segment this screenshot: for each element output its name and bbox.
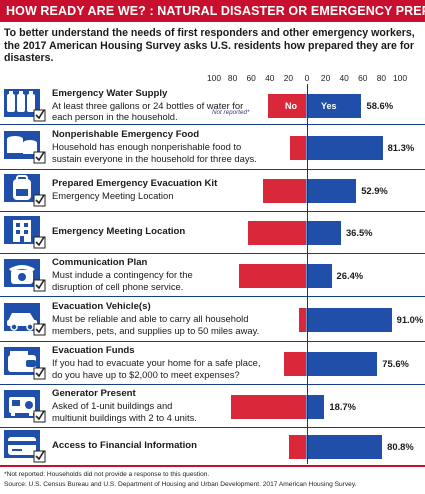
bottom-divider	[0, 465, 425, 467]
bar-value-label: 36.5%	[345, 227, 373, 238]
bar-value-label: 81.3%	[387, 141, 415, 153]
bar-value-label: 18.7%	[329, 400, 356, 412]
chart-title-banner: HOW READY ARE WE? : NATURAL DISASTER OR …	[0, 0, 425, 22]
category-title: Prepared Emergency Evacuation Kit	[52, 178, 218, 190]
bar-not-reported	[305, 434, 307, 459]
bar-value-label: 91.0%	[396, 313, 424, 325]
axis-tick-label: 20	[320, 73, 331, 83]
axis-tick-label: 60	[246, 73, 256, 83]
bar-not-reported	[305, 179, 307, 203]
category-title: Evacuation Funds	[52, 345, 135, 357]
axis-tick-label: 40	[339, 73, 349, 83]
car-icon	[4, 302, 46, 337]
bar-no	[289, 434, 306, 459]
category-description: Asked of 1-unit buildings and	[52, 400, 173, 412]
row-divider	[0, 427, 425, 428]
row-divider	[0, 384, 425, 385]
axis-tick-label: 100	[393, 73, 407, 83]
category-description: At least three gallons or 24 bottles of …	[52, 99, 244, 111]
footnote: *Not reported: Households did not provid…	[4, 471, 210, 478]
category-title: Nonperishable Emergency Food	[52, 129, 200, 141]
row-divider	[0, 124, 425, 125]
row-divider	[0, 253, 425, 254]
axis-tick-label: 80	[376, 73, 387, 83]
category-description: each person in the household.	[52, 111, 178, 122]
source-note: Source: U.S. Census Bureau and U.S. Depa…	[4, 481, 357, 488]
category-description: disruption of cell phone service.	[52, 280, 184, 292]
bar-yes	[307, 94, 362, 118]
category-description: Must be reliable and able to carry all h…	[52, 313, 249, 325]
category-title: Generator Present	[52, 388, 136, 400]
bar-not-reported	[305, 94, 307, 118]
canned-food-icon	[4, 130, 46, 165]
wallet-icon	[4, 346, 46, 381]
no-legend-label: No	[285, 101, 297, 111]
bar-no	[289, 135, 306, 160]
water-bottles-icon	[4, 89, 46, 123]
bar-yes	[307, 221, 341, 245]
generator-icon	[4, 389, 46, 424]
axis-tick-label: 0	[304, 73, 310, 83]
category-title: Access to Financial Information	[52, 439, 198, 451]
axis-tick-label: 60	[358, 73, 368, 83]
bar-no	[231, 394, 307, 419]
bar-not-reported	[305, 221, 307, 245]
bar-yes	[307, 351, 378, 376]
bar-no	[284, 351, 306, 376]
row-divider	[0, 169, 425, 170]
category-title: Emergency Water Supply	[52, 87, 168, 99]
bar-value-label: 26.4%	[336, 269, 364, 281]
category-description: Household has enough nonperishable food …	[52, 141, 242, 153]
category-description: If you had to evacuate your home for a s…	[52, 357, 261, 369]
intro-text: To better understand the needs of first …	[4, 27, 415, 65]
row-divider	[0, 296, 425, 297]
axis-tick-label: 80	[227, 73, 238, 83]
bar-yes	[307, 434, 383, 459]
bar-value-label: 58.6%	[366, 100, 394, 111]
category-description: sustain everyone in the household for th…	[52, 152, 257, 164]
bar-value-label: 80.8%	[387, 440, 414, 452]
not-reported-legend-label: Not reported*	[212, 109, 250, 116]
category-description: do you have up to $2,000 to meet expense…	[52, 368, 240, 380]
bar-value-label: 52.9%	[361, 185, 388, 196]
bar-yes	[307, 394, 325, 419]
category-description: Must indude a contingency for the	[52, 269, 193, 281]
bar-value-label: 75.6%	[382, 357, 409, 369]
yes-legend-label: Yes	[321, 101, 337, 111]
bar-not-reported	[306, 394, 307, 419]
bar-not-reported	[305, 135, 307, 160]
category-description: multiunit buildings with 2 to 4 units.	[52, 411, 197, 423]
credit-card-icon	[4, 429, 46, 464]
bar-no	[238, 263, 306, 288]
bar-no	[268, 94, 306, 118]
category-description: Emergency Meeting Location	[52, 190, 174, 202]
bar-yes	[307, 135, 383, 160]
bar-not-reported	[305, 263, 307, 288]
bar-not-reported	[305, 351, 307, 376]
row-divider	[0, 341, 425, 342]
bar-not-reported	[305, 307, 307, 332]
axis-tick-label: 20	[283, 73, 294, 83]
bar-yes	[307, 179, 357, 203]
category-title: Evacuation Vehicle(s)	[52, 301, 151, 313]
backpack-icon	[4, 174, 46, 208]
category-description: members, pets, and supplies up to 50 mil…	[52, 324, 260, 336]
bar-no	[263, 179, 306, 203]
telephone-icon	[4, 258, 46, 293]
axis-tick-label: 100	[207, 73, 221, 83]
bar-no	[247, 221, 306, 245]
bar-yes	[307, 307, 392, 332]
bar-yes	[307, 263, 332, 288]
bar-no	[298, 307, 306, 332]
building-icon	[4, 216, 46, 250]
zero-axis-line	[307, 84, 308, 464]
axis-tick-label: 40	[265, 73, 275, 83]
category-title: Communication Plan	[52, 257, 148, 269]
row-divider	[0, 211, 425, 212]
category-title: Emergency Meeting Location	[52, 226, 186, 237]
